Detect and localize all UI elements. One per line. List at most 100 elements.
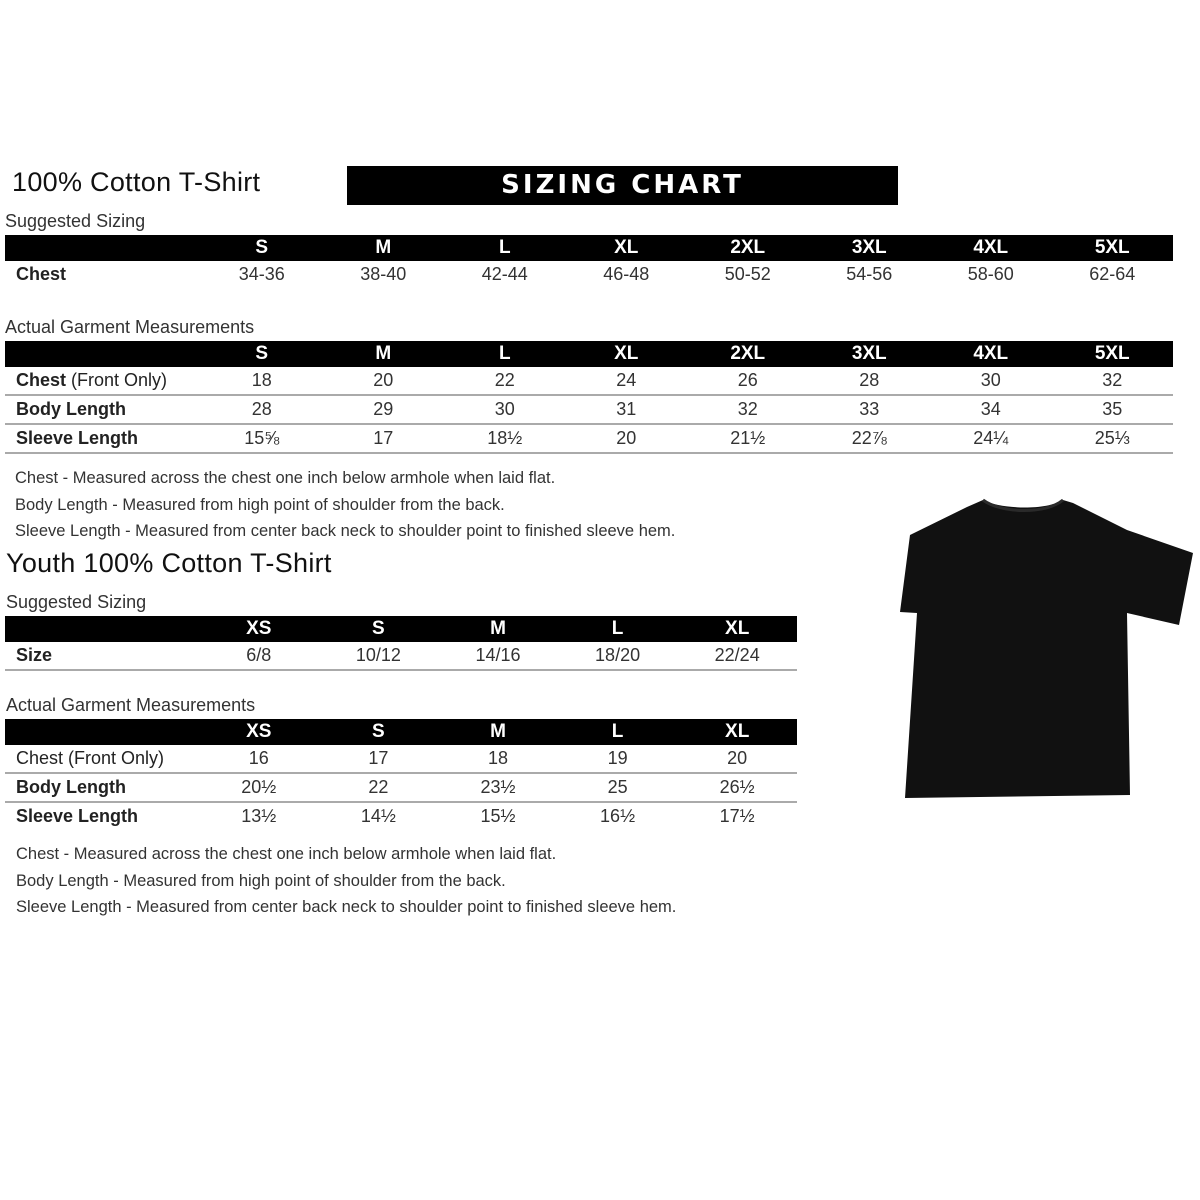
table-row: Chest 34-36 38-40 42-44 46-48 50-52 54-56 58-6…: [5, 261, 1173, 288]
adult-suggested-label: Suggested Sizing: [5, 211, 146, 231]
size-header: 2XL: [687, 341, 809, 367]
note: Chest - Measured across the chest one in…: [16, 845, 557, 863]
table-row: Sleeve Length 15⅝ 17 18½ 20 21½ 22⅞ 24¼ 25⅓: [5, 424, 1173, 454]
row-label: Sleeve Length: [5, 424, 201, 454]
cell: 54-56: [846, 264, 893, 284]
size-header: S: [318, 616, 439, 642]
adult-notes: Chest - Measured across the chest one in…: [15, 465, 675, 545]
note: Sleeve Length - Measured from center bac…: [16, 898, 677, 916]
cell: 25⅓: [1051, 424, 1173, 454]
row-label: Size: [5, 642, 199, 671]
cell: 20½: [199, 773, 319, 803]
size-header: XL: [677, 719, 797, 745]
adult-actual-table: S M L XL 2XL 3XL 4XL 5XL Chest (Front Only) 18 2…: [5, 341, 1173, 454]
cell: 35: [1051, 395, 1173, 425]
size-header: S: [318, 719, 439, 745]
size-header: 4XL: [930, 235, 1052, 261]
cell: 25: [557, 773, 678, 803]
header-row: XS S M L XL: [5, 616, 797, 642]
size-header: 5XL: [1051, 235, 1173, 261]
size-header: M: [322, 341, 444, 367]
table-row: Body Length 20½ 22 23½ 25 26½: [5, 773, 797, 803]
cell: 31: [565, 395, 687, 425]
header-row: S M L XL 2XL 3XL 4XL 5XL: [5, 341, 1173, 367]
cell: 24: [565, 367, 687, 396]
cell: 21½: [687, 424, 809, 454]
cell: 20: [565, 424, 687, 454]
note: Sleeve Length - Measured from center bac…: [15, 522, 676, 540]
cell: 18½: [444, 424, 566, 454]
cell: 17: [322, 424, 444, 454]
cell: 6/8: [199, 642, 319, 671]
cell: 38-40: [360, 264, 407, 284]
row-label: Body Length: [5, 395, 201, 425]
cell: 28: [808, 367, 930, 396]
cell: 14½: [360, 806, 396, 826]
size-header: 4XL: [930, 341, 1052, 367]
cell: 30: [444, 395, 566, 425]
cell: 22⅞: [808, 424, 930, 454]
row-label: Sleeve Length: [16, 806, 139, 826]
table-row: Size 6/8 10/12 14/16 18/20 22/24: [5, 642, 797, 671]
youth-suggested-table: XS S M L XL Size 6/8 10/12 14/16 18/20 22/24: [5, 616, 797, 671]
size-header: M: [438, 719, 558, 745]
size-header: 3XL: [808, 235, 930, 261]
cell: 24¼: [930, 424, 1052, 454]
cell: 22/24: [677, 642, 797, 671]
adult-title: 100% Cotton T-Shirt: [12, 167, 261, 197]
cell: 22: [444, 367, 566, 396]
size-header: L: [444, 341, 566, 367]
table-row: Body Length 28 29 30 31 32 33 34 35: [5, 395, 1173, 425]
youth-title: Youth 100% Cotton T-Shirt: [6, 548, 332, 578]
size-header: M: [438, 616, 558, 642]
cell: 15½: [480, 806, 516, 826]
youth-actual-label: Actual Garment Measurements: [6, 695, 256, 715]
size-header: L: [557, 616, 678, 642]
size-header: L: [557, 719, 678, 745]
size-header: XL: [565, 341, 687, 367]
cell: 62-64: [1089, 264, 1136, 284]
cell: 30: [930, 367, 1052, 396]
youth-notes: Chest - Measured across the chest one in…: [16, 841, 676, 921]
cell: 20: [677, 745, 797, 774]
note: Body Length - Measured from high point o…: [16, 871, 506, 890]
cell: 23½: [438, 773, 558, 803]
size-header: L: [444, 235, 566, 261]
cell: 50-52: [724, 264, 771, 284]
cell: 58-60: [967, 264, 1014, 284]
cell: 29: [322, 395, 444, 425]
cell: 46-48: [603, 264, 650, 284]
row-label-extra: (Front Only): [66, 370, 168, 390]
cell: 18/20: [557, 642, 678, 671]
cell: 32: [687, 395, 809, 425]
cell: 26: [687, 367, 809, 396]
cell: 34-36: [238, 264, 285, 284]
cell: 17: [318, 745, 439, 774]
cell: 13½: [241, 806, 277, 826]
sizing-chart-banner: SIZING CHART: [347, 166, 898, 205]
cell: 18: [201, 367, 323, 396]
cell: 28: [201, 395, 323, 425]
row-label: Chest: [16, 264, 67, 284]
cell: 32: [1051, 367, 1173, 396]
row-label: Chest (Front Only): [5, 745, 199, 774]
youth-actual-table: XS S M L XL Chest (Front Only) 16 17 18 19 20 Bo…: [5, 719, 797, 830]
cell: 19: [557, 745, 678, 774]
t-shirt-image: [900, 498, 1193, 798]
note: Body Length - Measured from high point o…: [15, 495, 505, 514]
size-header: 3XL: [808, 341, 930, 367]
size-header: M: [322, 235, 444, 261]
size-header: 5XL: [1051, 341, 1173, 367]
table-row: Chest (Front Only) 18 20 22 24 26 28 30 32: [5, 367, 1173, 396]
cell: 15⅝: [201, 424, 323, 454]
cell: 10/12: [318, 642, 439, 671]
cell: 16: [199, 745, 319, 774]
size-header: S: [201, 235, 323, 261]
cell: 22: [318, 773, 439, 803]
adult-suggested-table: S M L XL 2XL 3XL 4XL 5XL Chest 34-36 38-40 42-44 4…: [5, 235, 1173, 288]
size-header: XL: [565, 235, 687, 261]
row-label: Chest (Front Only): [5, 367, 201, 396]
cell: 33: [808, 395, 930, 425]
row-label: Body Length: [5, 773, 199, 803]
cell: 17½: [719, 806, 755, 826]
